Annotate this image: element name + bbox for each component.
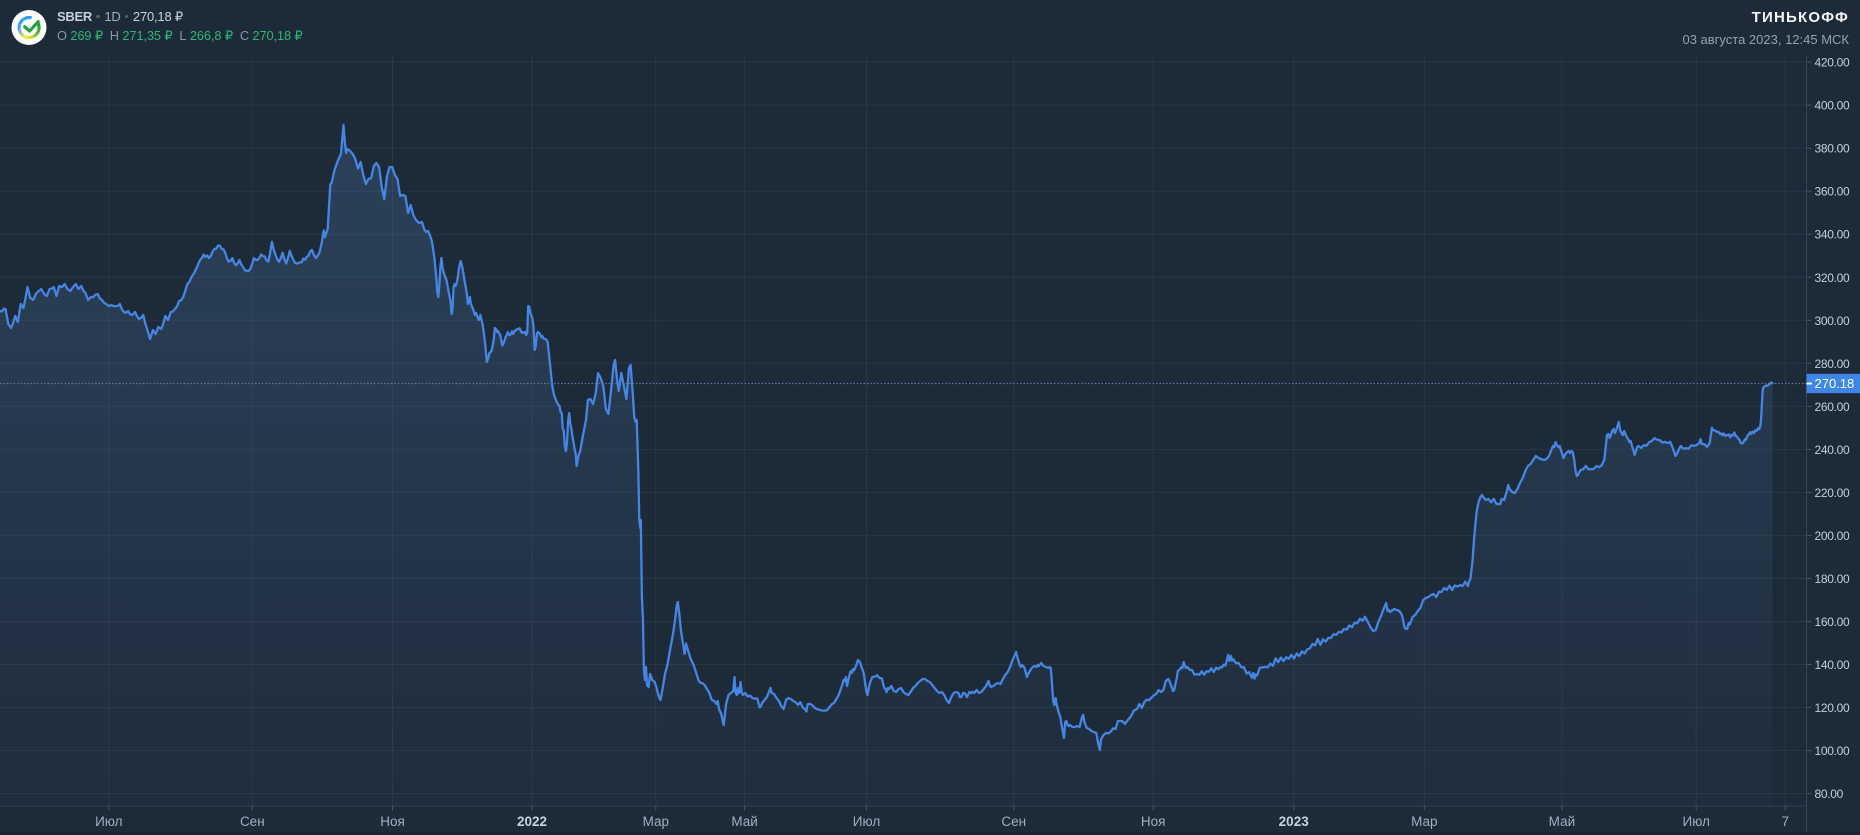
- svg-text:100.00: 100.00: [1815, 744, 1851, 758]
- svg-text:Май: Май: [731, 814, 757, 829]
- svg-text:Июл: Июл: [95, 814, 122, 829]
- svg-text:2023: 2023: [1279, 814, 1310, 829]
- svg-text:340.00: 340.00: [1815, 228, 1851, 242]
- svg-text:160.00: 160.00: [1815, 615, 1851, 629]
- svg-text:400.00: 400.00: [1815, 99, 1851, 113]
- svg-text:Июл: Июл: [853, 814, 880, 829]
- svg-text:280.00: 280.00: [1815, 357, 1851, 371]
- svg-text:Сен: Сен: [240, 814, 265, 829]
- svg-text:140.00: 140.00: [1815, 658, 1851, 672]
- svg-text:300.00: 300.00: [1815, 314, 1851, 328]
- svg-text:Июл: Июл: [1682, 814, 1709, 829]
- svg-text:Май: Май: [1549, 814, 1575, 829]
- svg-text:240.00: 240.00: [1815, 443, 1851, 457]
- svg-text:Ноя: Ноя: [1141, 814, 1166, 829]
- svg-text:420.00: 420.00: [1815, 56, 1851, 70]
- svg-text:Мар: Мар: [1411, 814, 1437, 829]
- svg-text:120.00: 120.00: [1815, 701, 1851, 715]
- svg-text:80.00: 80.00: [1815, 787, 1844, 801]
- svg-text:380.00: 380.00: [1815, 142, 1851, 156]
- svg-text:180.00: 180.00: [1815, 572, 1851, 586]
- svg-text:320.00: 320.00: [1815, 271, 1851, 285]
- svg-text:2022: 2022: [517, 814, 547, 829]
- svg-text:220.00: 220.00: [1815, 486, 1851, 500]
- svg-text:7: 7: [1782, 814, 1790, 829]
- svg-text:200.00: 200.00: [1815, 529, 1851, 543]
- svg-text:270.18: 270.18: [1815, 376, 1855, 391]
- svg-text:360.00: 360.00: [1815, 185, 1851, 199]
- svg-text:Сен: Сен: [1001, 814, 1026, 829]
- svg-text:Ноя: Ноя: [380, 814, 405, 829]
- svg-text:260.00: 260.00: [1815, 400, 1851, 414]
- svg-text:Мар: Мар: [643, 814, 669, 829]
